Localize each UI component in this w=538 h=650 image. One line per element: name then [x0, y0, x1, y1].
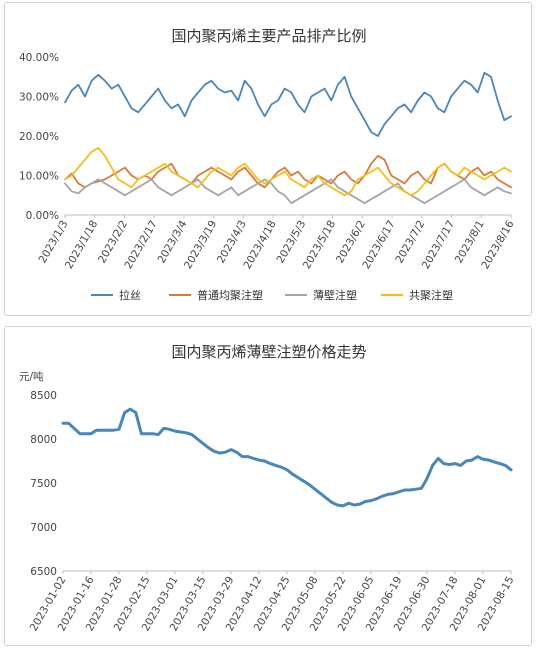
x-tick-label: 2023/7/2 — [393, 219, 427, 266]
legend-item-label: 拉丝 — [119, 288, 141, 302]
legend-item-label: 薄壁注塑 — [313, 288, 357, 302]
y-tick-label: 6500 — [30, 566, 57, 578]
y-tick-label: 10.00% — [19, 171, 59, 183]
y-tick-label: 0.00% — [26, 210, 59, 222]
y-tick-label: 8500 — [30, 390, 57, 402]
x-tick-label: 2023/5/3 — [274, 219, 308, 266]
series-line-0 — [61, 407, 513, 508]
series-line-3 — [64, 146, 512, 197]
chart-title: 国内聚丙烯主要产品排产比例 — [171, 27, 366, 45]
y-axis-label: 元/吨 — [19, 370, 44, 383]
series-line-2 — [64, 178, 512, 205]
price-trend-chart: 国内聚丙烯薄壁注塑价格走势 元/吨 6500700075008000850020… — [19, 343, 517, 633]
x-tick-label: 2023/2/2 — [96, 219, 130, 266]
production-ratio-chart: 国内聚丙烯主要产品排产比例 0.00% 10.00% 20.00% 30.00% 40.… — [19, 27, 517, 302]
x-tick-label: 2023/1/3 — [37, 219, 71, 266]
production-ratio-chart-panel: 国内聚丙烯主要产品排产比例 0.00% 10.00% 20.00% 30.00% 40.… — [4, 2, 532, 316]
y-tick-label: 8000 — [30, 434, 57, 446]
x-tick-label: 2023/8/1 — [453, 219, 487, 266]
y-tick-label: 20.00% — [19, 131, 59, 143]
y-tick-label: 7000 — [30, 522, 57, 534]
y-tick-label: 30.00% — [19, 92, 59, 104]
y-tick-label: 7500 — [30, 478, 57, 490]
x-tick-label: 2023/3/4 — [156, 218, 190, 265]
series-line-1 — [64, 154, 512, 189]
chart-title: 国内聚丙烯薄壁注塑价格走势 — [171, 343, 366, 361]
y-tick-label: 40.00% — [19, 52, 59, 64]
x-tick-label: 2023/6/2 — [334, 219, 368, 266]
x-tick-label: 2023/4/3 — [215, 219, 249, 266]
legend-item-label: 普通均聚注塑 — [197, 288, 263, 302]
legend-item-label: 共聚注塑 — [409, 288, 453, 302]
price-trend-chart-panel: 国内聚丙烯薄壁注塑价格走势 元/吨 6500 7000 7500 8000 8500 20… — [4, 326, 532, 646]
series-line-0 — [64, 71, 512, 137]
